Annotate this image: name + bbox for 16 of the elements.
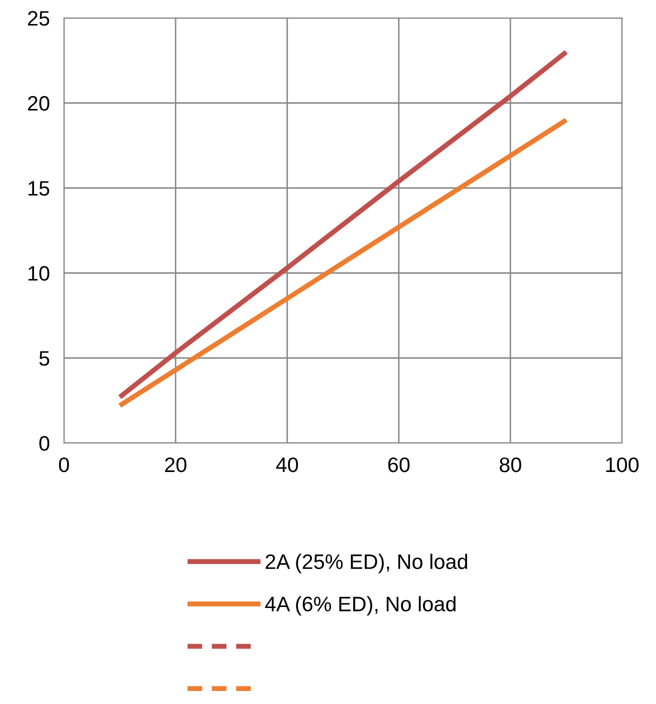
- y-tick-label: 10: [28, 266, 50, 281]
- line-series: [117, 50, 569, 400]
- y-tick-label: 25: [28, 11, 50, 26]
- y-tick-label: 0: [39, 436, 50, 451]
- x-tick-label: 100: [606, 457, 639, 472]
- line-series: [117, 118, 569, 408]
- y-tick-label: 15: [28, 181, 50, 196]
- legend-label: 2A (25% ED), No load: [266, 554, 468, 574]
- x-tick-label: 80: [500, 457, 522, 472]
- y-tick-label: 20: [28, 96, 50, 111]
- legend-label: 4A (6% ED), No load: [265, 596, 456, 616]
- y-tick-label: 5: [39, 351, 50, 366]
- x-tick-label: 20: [165, 457, 186, 472]
- x-tick-label: 40: [276, 457, 298, 472]
- x-tick-label: 60: [388, 457, 410, 472]
- x-tick-label: 0: [59, 457, 69, 472]
